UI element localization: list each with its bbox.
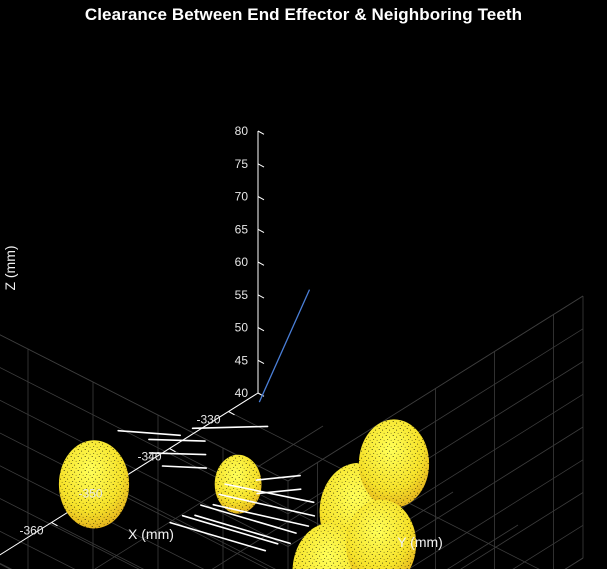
- tooth-point-speckle: [58, 440, 130, 529]
- grid-line: [408, 459, 584, 569]
- clearance-line: [194, 514, 291, 545]
- grid-line: [355, 426, 584, 569]
- tooth-point-speckle: [346, 499, 417, 569]
- z-tick-mark: [257, 130, 265, 135]
- clearance-line: [161, 465, 207, 469]
- grid-line: [0, 399, 289, 547]
- clearance-line: [169, 521, 267, 552]
- z-tick-mark: [257, 228, 265, 234]
- clearance-line: [224, 483, 315, 504]
- tooth-point-speckle: [214, 454, 262, 514]
- clearance-line: [117, 429, 181, 437]
- y-axis-label: Y (mm): [397, 534, 443, 550]
- clearance-line: [256, 488, 302, 495]
- grid-line: [94, 425, 324, 569]
- z-tick-mark: [257, 261, 265, 266]
- grid-line: [0, 465, 205, 569]
- grid-line: [460, 492, 584, 569]
- z-tick-mark: [257, 294, 265, 299]
- x-tick-label: -340: [137, 450, 161, 464]
- grid-line: [0, 562, 13, 569]
- x-axis-label: X (mm): [128, 526, 174, 542]
- clearance-line: [212, 503, 310, 527]
- z-tick-mark: [257, 392, 265, 397]
- clearance-line: [191, 425, 269, 430]
- tooth-point-speckle: [358, 419, 430, 508]
- grid-line: [51, 522, 144, 569]
- grid-line: [0, 334, 289, 482]
- z-tick-label: 50: [235, 321, 249, 335]
- clearance-line: [148, 438, 206, 442]
- z-tick-mark: [257, 359, 265, 365]
- z-axis-label: Z (mm): [2, 245, 18, 290]
- clearance-line: [148, 452, 207, 456]
- x-tick-mark: [228, 411, 235, 416]
- z-tick-label: 40: [235, 386, 249, 400]
- z-tick-mark: [257, 163, 265, 168]
- clearance-line: [181, 514, 279, 545]
- clearance-line: [255, 474, 301, 481]
- grid-line: [287, 295, 584, 482]
- z-tick-label: 55: [235, 288, 249, 302]
- grid-line: [0, 498, 140, 569]
- grid-line: [447, 524, 519, 569]
- z-tick-label: 45: [235, 353, 249, 367]
- end-effector-axis-line: [258, 289, 311, 403]
- x-tick-label: -350: [78, 487, 102, 501]
- chart-title: Clearance Between End Effector & Neighbo…: [84, 5, 523, 24]
- z-tick-label: 70: [235, 190, 249, 204]
- z-tick-label: 65: [235, 222, 249, 236]
- x-tick-mark: [169, 448, 176, 453]
- grid-line: [512, 524, 584, 569]
- grid-line: [110, 485, 276, 569]
- grid-line: [0, 530, 76, 569]
- x-tick-label: -360: [19, 524, 43, 538]
- clearance-line: [218, 493, 316, 517]
- z-tick-label: 75: [235, 157, 249, 171]
- z-tick-mark: [257, 327, 265, 332]
- clearance-line: [200, 504, 297, 534]
- z-tick-label: 60: [235, 255, 249, 269]
- x-tick-mark: [51, 522, 58, 527]
- x-tick-label: -330: [196, 413, 220, 427]
- z-tick-mark: [257, 196, 265, 201]
- z-tick-label: 80: [235, 124, 249, 138]
